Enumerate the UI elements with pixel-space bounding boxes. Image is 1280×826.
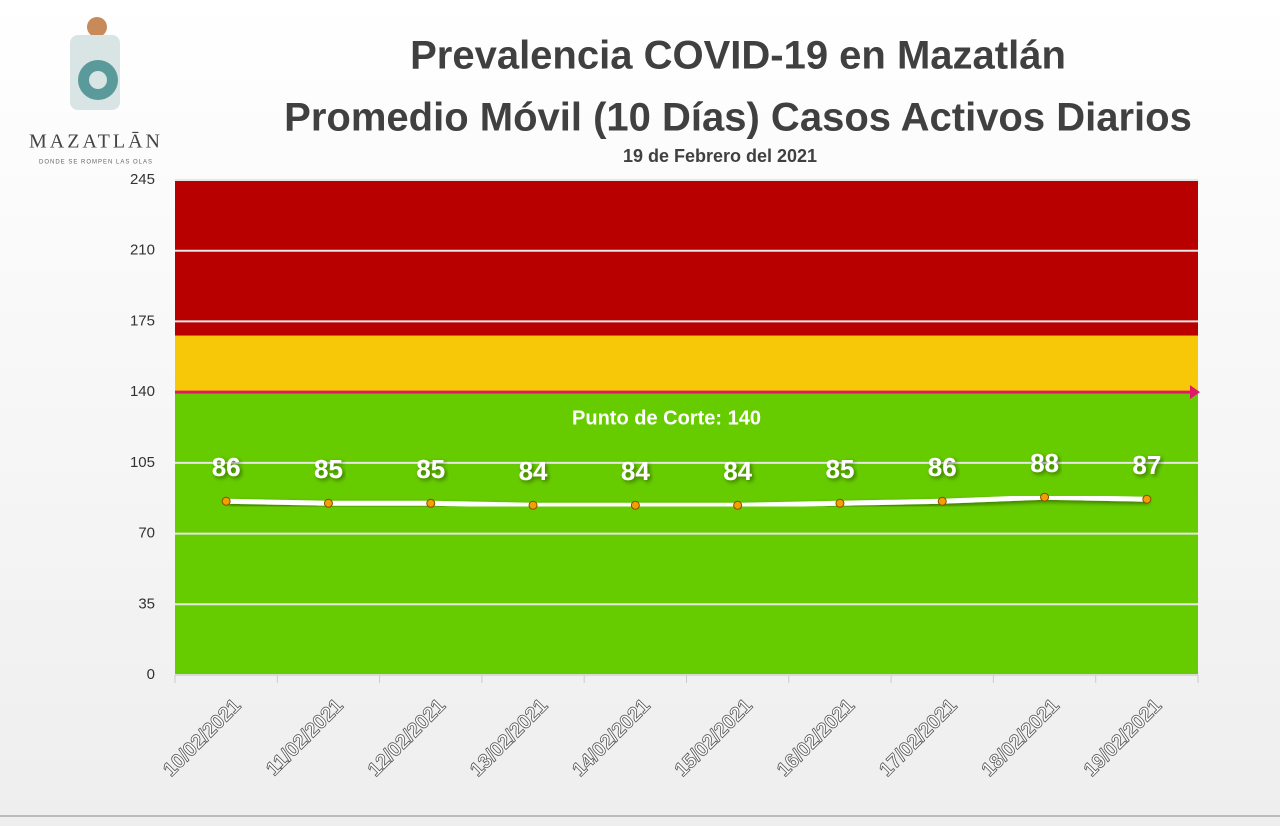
- threshold-label: Punto de Corte: 140: [572, 407, 761, 429]
- data-label: 85: [825, 454, 854, 484]
- y-tick-label: 105: [130, 454, 155, 471]
- data-point: [630, 500, 640, 510]
- data-label: 84: [723, 456, 752, 486]
- data-label: 86: [928, 452, 957, 482]
- data-point: [1040, 492, 1050, 502]
- data-label: 84: [621, 456, 650, 486]
- zone-band: [175, 335, 1198, 393]
- y-tick-label: 35: [138, 595, 155, 612]
- logo-icon: [70, 17, 120, 110]
- data-point: [835, 498, 845, 508]
- threshold-arrow: [1190, 385, 1200, 400]
- data-label: 86: [212, 452, 241, 482]
- data-point: [426, 498, 436, 508]
- data-label: 85: [416, 454, 445, 484]
- data-point: [937, 496, 947, 506]
- zone-band: [175, 180, 1198, 336]
- data-label: 87: [1132, 450, 1161, 480]
- y-tick-label: 140: [130, 383, 155, 400]
- y-tick-label: 0: [147, 666, 155, 683]
- data-point: [221, 496, 231, 506]
- logo-tagline: DONDE SE ROMPEN LAS OLAS: [39, 160, 153, 166]
- y-tick-label: 245: [130, 171, 155, 188]
- data-label: 85: [314, 454, 343, 484]
- y-tick-label: 70: [138, 525, 155, 542]
- chart-subtitle: Promedio Móvil (10 Días) Casos Activos D…: [284, 96, 1192, 140]
- series-line: [226, 494, 1147, 508]
- data-point: [733, 500, 743, 510]
- data-point: [528, 500, 538, 510]
- data-label: 88: [1030, 448, 1059, 478]
- logo-name: MAZATLĀN: [29, 131, 163, 153]
- y-tick-label: 175: [130, 312, 155, 329]
- chart-title: Prevalencia COVID-19 en Mazatlán: [410, 34, 1066, 78]
- data-label: 84: [519, 456, 548, 486]
- chart-caption: 19 de Febrero del 2021: [623, 146, 817, 166]
- data-point: [1142, 494, 1152, 504]
- data-point: [323, 498, 333, 508]
- y-tick-label: 210: [130, 242, 155, 259]
